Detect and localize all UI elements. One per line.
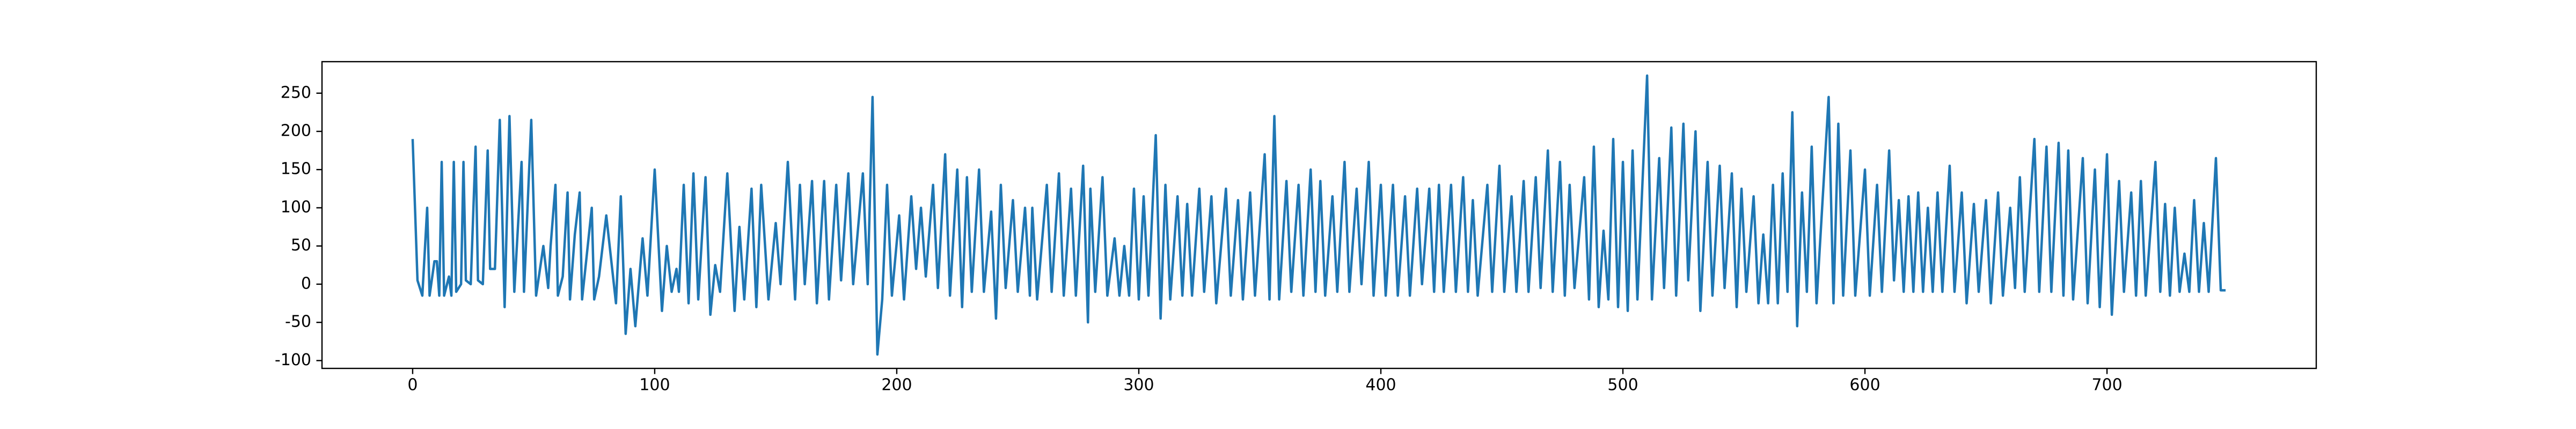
x-tick-label: 100 xyxy=(639,376,670,395)
y-tick-label: -100 xyxy=(275,351,311,369)
y-tick-label: 50 xyxy=(291,236,311,255)
x-tick-label: 200 xyxy=(881,376,912,395)
x-tick-label: 400 xyxy=(1365,376,1396,395)
x-tick-label: 600 xyxy=(1849,376,1880,395)
y-tick-label: -50 xyxy=(285,313,311,331)
x-tick-label: 700 xyxy=(2091,376,2122,395)
y-tick-label: 100 xyxy=(281,198,311,217)
y-tick-label: 0 xyxy=(301,274,311,293)
y-tick-label: 250 xyxy=(281,83,311,102)
x-tick-label: 0 xyxy=(407,376,418,395)
data-line xyxy=(411,74,2226,356)
y-tick-label: 200 xyxy=(281,122,311,140)
x-tick-label: 300 xyxy=(1123,376,1154,395)
x-tick-label: 500 xyxy=(1607,376,1638,395)
plot-frame xyxy=(321,61,2317,369)
y-tick-label: 150 xyxy=(281,160,311,179)
